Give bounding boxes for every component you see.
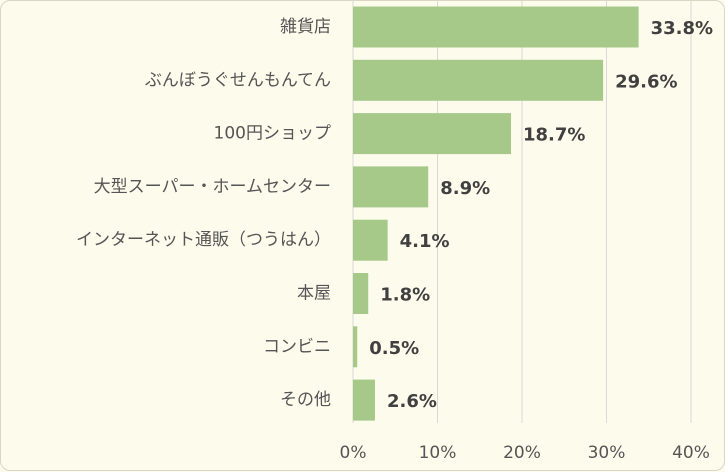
value-label: 1.8% — [380, 285, 430, 306]
bar — [353, 273, 369, 314]
bar — [353, 59, 604, 101]
bar — [353, 166, 429, 208]
value-label: 4.1% — [400, 231, 450, 252]
value-label: 8.9% — [440, 178, 490, 199]
category-label: ぶんぼうぐせんもんてん — [145, 70, 331, 90]
bar — [353, 6, 639, 48]
value-label: 29.6% — [615, 71, 677, 92]
category-label: 100円ショップ — [214, 124, 331, 144]
x-tick-label: 0% — [340, 443, 367, 463]
bar — [353, 379, 375, 421]
x-tick-label: 40% — [672, 443, 710, 463]
value-label: 0.5% — [369, 338, 419, 359]
category-label: インターネット通販（つうはん） — [76, 230, 331, 250]
bar — [353, 113, 512, 155]
category-label: コンビニ — [263, 337, 331, 357]
x-tick-label: 30% — [588, 443, 626, 463]
category-label: 本屋 — [297, 284, 331, 304]
x-tick-label: 20% — [503, 443, 541, 463]
bar — [353, 219, 388, 261]
category-label: 雑貨店 — [280, 17, 331, 37]
value-label: 33.8% — [651, 18, 713, 39]
value-label: 2.6% — [387, 391, 437, 412]
category-label: 大型スーパー・ホームセンター — [94, 177, 331, 197]
x-tick-label: 10% — [419, 443, 457, 463]
value-label: 18.7% — [523, 125, 585, 146]
bar — [353, 326, 358, 368]
category-label: その他 — [280, 390, 331, 410]
